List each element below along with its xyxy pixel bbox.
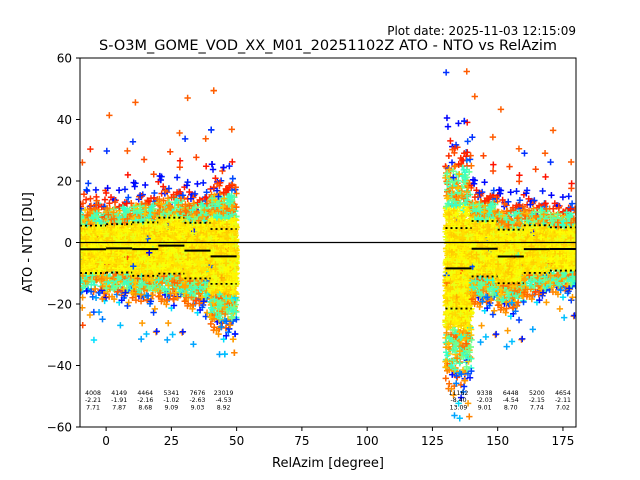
data-point bbox=[80, 322, 86, 329]
data-point bbox=[89, 233, 97, 241]
data-point bbox=[176, 157, 184, 164]
data-point bbox=[82, 196, 90, 203]
data-point bbox=[103, 147, 111, 155]
data-point bbox=[202, 163, 210, 170]
data-point bbox=[176, 164, 184, 171]
plot-date: Plot date: 2025-11-03 12:15:09 bbox=[387, 24, 576, 38]
data-point bbox=[121, 186, 129, 193]
data-point bbox=[194, 180, 201, 188]
data-point bbox=[153, 328, 160, 335]
data-point bbox=[176, 129, 183, 137]
data-point bbox=[193, 154, 200, 161]
data-point bbox=[87, 145, 94, 153]
data-point bbox=[169, 331, 176, 338]
scatter-points bbox=[80, 68, 576, 422]
data-point bbox=[140, 156, 148, 163]
data-point bbox=[106, 112, 113, 119]
data-point bbox=[151, 305, 159, 313]
data-point bbox=[202, 135, 209, 142]
data-point bbox=[184, 94, 191, 102]
data-point bbox=[132, 99, 139, 106]
data-point bbox=[179, 328, 187, 335]
data-point bbox=[164, 336, 171, 344]
data-point bbox=[102, 294, 110, 301]
data-point bbox=[143, 330, 150, 338]
data-point bbox=[90, 336, 98, 344]
data-point bbox=[124, 302, 131, 310]
data-point bbox=[81, 216, 88, 224]
data-point bbox=[181, 135, 189, 143]
data-point bbox=[150, 309, 157, 316]
data-point bbox=[124, 171, 132, 179]
data-point bbox=[131, 183, 138, 190]
data-point bbox=[166, 148, 174, 155]
data-point bbox=[173, 174, 181, 181]
data-point bbox=[81, 206, 89, 214]
chart-title: S-O3M_GOME_VOD_XX_M01_20251102Z ATO - NT… bbox=[99, 38, 557, 54]
data-point bbox=[99, 316, 106, 323]
data-point bbox=[165, 319, 172, 327]
data-point bbox=[200, 179, 207, 187]
data-point bbox=[190, 341, 197, 348]
data-point bbox=[83, 187, 91, 195]
data-point bbox=[184, 178, 191, 186]
data-point bbox=[99, 295, 106, 303]
data-point bbox=[89, 293, 96, 301]
data-point bbox=[117, 322, 124, 329]
data-point bbox=[129, 138, 137, 145]
data-point bbox=[142, 181, 149, 189]
data-point bbox=[95, 308, 103, 316]
data-point bbox=[124, 147, 131, 155]
data-point bbox=[87, 195, 94, 202]
data-point bbox=[115, 187, 123, 194]
data-point bbox=[138, 335, 145, 343]
data-point bbox=[125, 299, 132, 306]
data-point bbox=[80, 200, 87, 207]
data-point bbox=[101, 196, 109, 203]
data-point bbox=[93, 193, 100, 201]
data-point bbox=[151, 189, 158, 197]
data-point bbox=[150, 171, 157, 178]
data-point bbox=[92, 186, 100, 194]
data-point bbox=[138, 319, 146, 327]
data-point bbox=[85, 180, 92, 187]
